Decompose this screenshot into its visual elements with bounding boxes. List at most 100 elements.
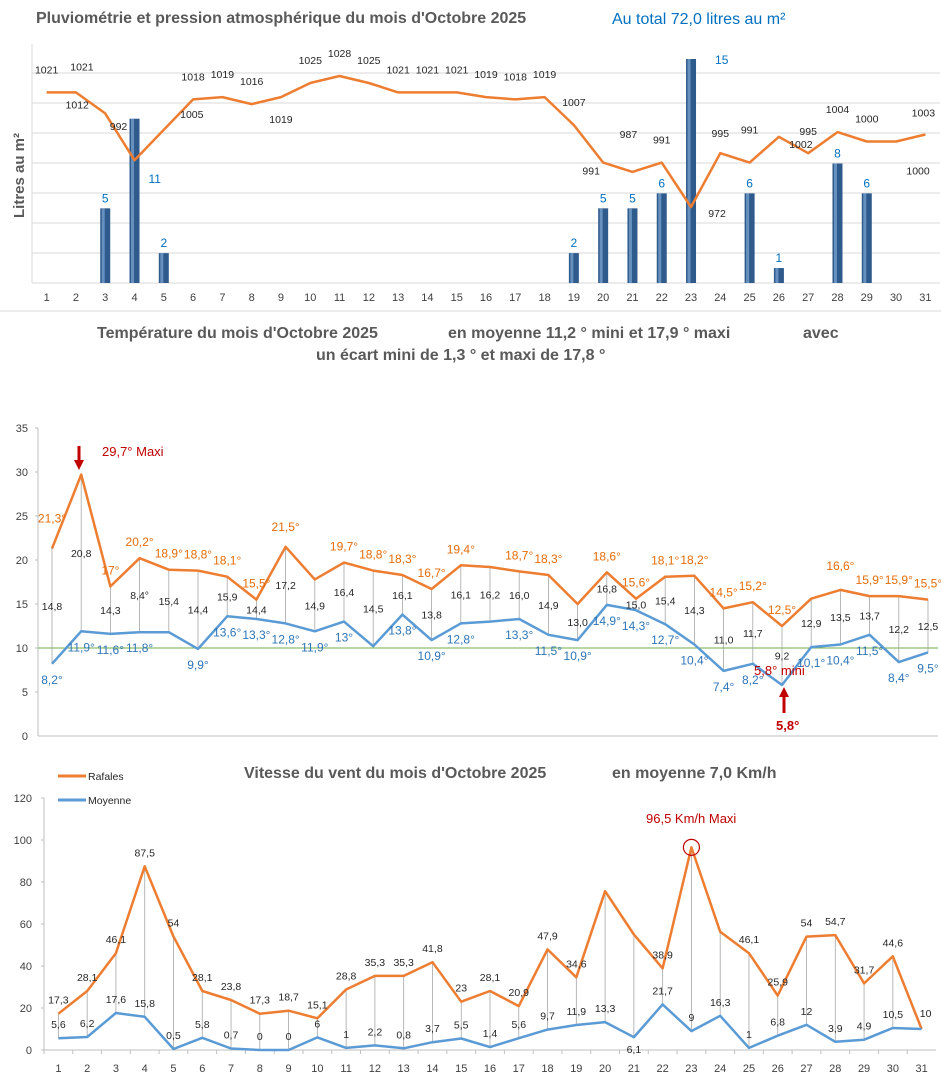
- wind-mean-label: 21,7: [652, 985, 673, 997]
- rain-value-label: 5: [629, 191, 636, 205]
- rain-x-tick-label: 8: [249, 292, 255, 304]
- wind-mean-label: 17,6: [106, 994, 127, 1006]
- pressure-value-label: 1000: [855, 114, 879, 126]
- temp-max-label: 19,7°: [330, 540, 358, 554]
- temp-range-label: 12,5: [918, 621, 939, 633]
- temp-range-label: 12,2: [889, 624, 910, 636]
- rain-value-label: 11: [149, 172, 162, 186]
- temp-max-label: 18,7°: [505, 548, 533, 562]
- wind-x-tick-label: 5: [170, 1063, 176, 1075]
- pressure-value-label: 1016: [240, 76, 264, 88]
- temp-range-label: 13,8: [421, 610, 442, 622]
- wind-x-tick-label: 11: [340, 1063, 351, 1075]
- pressure-value-label: 1019: [533, 69, 557, 81]
- rain-value-label: 6: [658, 176, 665, 190]
- wind-y-tick-label: 0: [26, 1045, 32, 1057]
- temp-range-label: 14,9: [538, 600, 559, 612]
- wind-gust-label: 35,3: [365, 957, 386, 969]
- rain-bar: [744, 193, 755, 283]
- wind-x-tick-label: 28: [829, 1063, 841, 1075]
- temp-chart-grid: 0 5 10 15 20 25 30 35: [16, 423, 938, 743]
- temp-min-label: 11,9°: [301, 640, 328, 654]
- rain-chart-title: Pluviométrie et pression atmosphérique d…: [36, 10, 526, 27]
- temp-max-label: 18,9°: [155, 547, 183, 561]
- rain-x-tick-label: 22: [656, 292, 668, 304]
- wind-y-tick-label: 60: [20, 919, 32, 931]
- wind-x-tick-label: 12: [369, 1063, 381, 1075]
- temp-y-tick-label: 35: [16, 423, 28, 435]
- rain-value-label: 1: [776, 251, 783, 265]
- rain-x-tick-label: 13: [392, 292, 404, 304]
- wind-chart-subtitle: en moyenne 7,0 Km/h: [612, 765, 777, 782]
- rain-bar-highlight: [746, 193, 750, 283]
- temp-max-label: 19,4°: [447, 542, 475, 556]
- wind-mean-label: 6: [314, 1018, 320, 1030]
- wind-mean-label: 6,1: [627, 1044, 642, 1056]
- wind-gust-label: 10: [920, 1008, 932, 1020]
- wind-mean-label: 5,5: [454, 1019, 469, 1031]
- rain-value-label: 5: [102, 191, 109, 205]
- temp-min-label: 13,8°: [388, 624, 416, 638]
- temp-y-tick-label: 20: [16, 555, 28, 567]
- temp-range-label: 20,8: [71, 548, 92, 560]
- wind-gust-label: 46,1: [739, 934, 760, 946]
- wind-max-annotation: 96,5 Km/h Maxi: [646, 811, 736, 856]
- rain-x-tick-label: 6: [190, 292, 196, 304]
- wind-droplines: [57, 847, 894, 1050]
- pressure-value-label: 1004: [826, 104, 850, 116]
- pressure-value-label: 1012: [66, 99, 90, 111]
- temp-labels: 21,3°17°20,2°18,9° 18,8° 18,1°15,5°21,5°19…: [38, 512, 941, 694]
- temp-min-label: 12,7°: [651, 633, 679, 647]
- rain-x-tick-label: 23: [685, 292, 697, 304]
- wind-y-tick-label: 100: [14, 835, 32, 847]
- wind-gust-label: 28,1: [77, 972, 98, 984]
- wind-mean-label: 5,6: [51, 1019, 66, 1031]
- wind-max-circle-icon: [682, 838, 701, 856]
- legend-gusts-label: Rafales: [88, 771, 124, 783]
- wind-mean-label: 9: [688, 1012, 694, 1024]
- rain-bar-highlight: [658, 193, 662, 283]
- wind-y-tick-label: 20: [20, 1003, 32, 1015]
- pressure-value-label: 1019: [269, 114, 293, 126]
- temp-min-label: 11,6°: [97, 643, 124, 657]
- temp-chart-title-averages: en moyenne 11,2 ° mini et 17,9 ° maxi: [448, 325, 730, 342]
- rain-bar: [686, 59, 697, 283]
- rain-bar-highlight: [101, 208, 105, 283]
- temp-y-tick-label: 25: [16, 511, 28, 523]
- wind-y-tick-label: 80: [20, 877, 32, 889]
- pressure-value-label: 991: [741, 125, 759, 137]
- rain-bar: [656, 193, 667, 283]
- pressure-line: [46, 74, 926, 209]
- temp-range-label: 11,0: [714, 635, 734, 647]
- wind-mean-label: 0,8: [396, 1029, 411, 1041]
- pressure-value-label: 1025: [299, 55, 323, 67]
- wind-gust-label: 87,5: [134, 847, 155, 859]
- wind-chart-title: Vitesse du vent du mois d'Octobre 2025: [244, 765, 546, 782]
- wind-x-tick-label: 16: [484, 1063, 496, 1075]
- temp-range-label: 14,3: [100, 605, 121, 617]
- rain-chart-labels: 5 11 2 2 5 5 6 15 6 1 8 6 1021 1021 1012 992 1005 1018 101…: [35, 48, 935, 265]
- rain-bar-highlight: [687, 59, 691, 283]
- temp-y-tick-label: 30: [16, 467, 28, 479]
- wind-x-tick-label: 13: [398, 1063, 410, 1075]
- pressure-value-label: 1021: [445, 64, 469, 76]
- pressure-value-label: 1019: [211, 69, 235, 81]
- wind-gust-label: 46,1: [106, 934, 127, 946]
- temp-max-label: 15,5°: [914, 577, 941, 591]
- temp-range-label: 16,1: [451, 589, 472, 601]
- temp-range-label: 14,9: [305, 600, 326, 612]
- wind-mean-label: 3,9: [828, 1023, 843, 1035]
- wind-x-tick-label: 1: [55, 1063, 61, 1075]
- temp-min-label: 10,9°: [418, 649, 446, 663]
- rain-value-label: 6: [746, 176, 753, 190]
- wind-x-tick-label: 19: [570, 1063, 582, 1075]
- wind-x-tick-label: 18: [541, 1063, 553, 1075]
- wind-x-tick-label: 30: [887, 1063, 899, 1075]
- pressure-value-label: 1018: [504, 71, 528, 83]
- temp-max-label: 15,6°: [622, 576, 650, 590]
- temp-max-label: 18,8°: [359, 548, 387, 562]
- wind-mean-label: 1,4: [483, 1028, 498, 1040]
- rain-bar: [568, 253, 579, 283]
- rain-bar: [627, 208, 638, 283]
